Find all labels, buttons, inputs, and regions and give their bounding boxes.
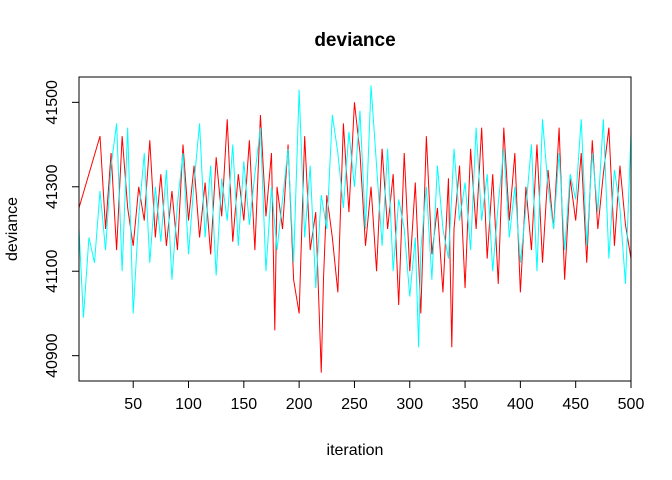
x-tick-label: 350 (452, 396, 479, 413)
series-line-1 (78, 102, 632, 373)
x-axis-label: iteration (327, 442, 384, 459)
x-tick-label: 200 (286, 396, 313, 413)
x-tick-label: 300 (396, 396, 423, 413)
x-tick-label: 50 (124, 396, 142, 413)
x-tick-label: 400 (507, 396, 534, 413)
plot-frame (78, 76, 632, 382)
y-tick-label: 41500 (44, 80, 61, 125)
x-tick-label: 450 (562, 396, 589, 413)
x-tick-label: 500 (618, 396, 645, 413)
y-axis-label: deviance (4, 197, 21, 261)
series-line-2 (78, 85, 632, 348)
x-tick-label: 100 (175, 396, 202, 413)
chart-title: deviance (314, 30, 395, 51)
plot-series-group (78, 85, 632, 373)
y-tick-label: 40900 (44, 333, 61, 378)
y-axis: 40900 41100 41300 41500 (44, 80, 79, 378)
x-tick-label: 150 (230, 396, 257, 413)
x-axis: 50 100 150 200 250 300 350 400 450 500 (124, 381, 644, 413)
x-tick-label: 250 (341, 396, 368, 413)
y-tick-label: 41300 (44, 164, 61, 209)
y-tick-label: 41100 (44, 249, 61, 292)
